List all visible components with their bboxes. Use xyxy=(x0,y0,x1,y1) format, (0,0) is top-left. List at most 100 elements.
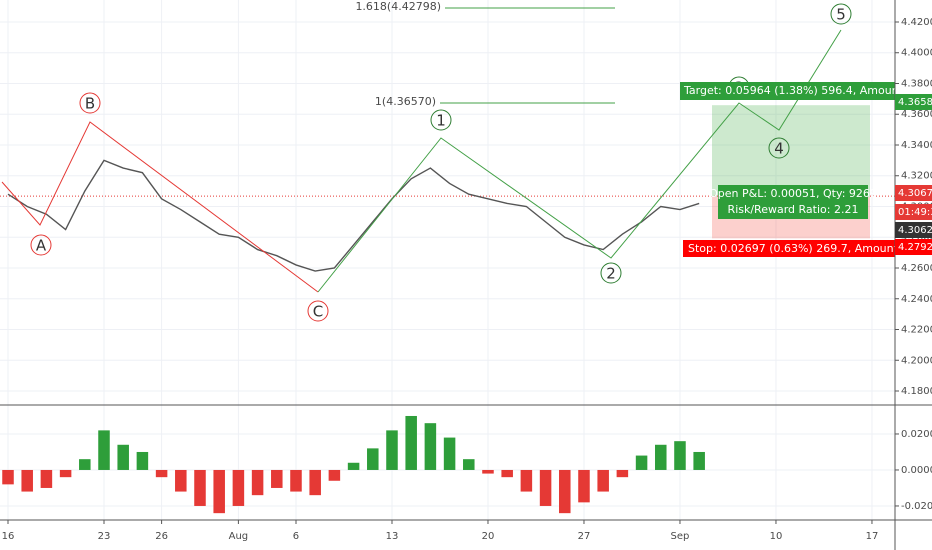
oscillator-bar xyxy=(136,451,149,470)
wave-circle xyxy=(79,92,101,114)
x-tick-label: Sep xyxy=(671,531,690,542)
wave-circle xyxy=(768,137,790,159)
fib-label: 1.618(4.42798) xyxy=(355,0,441,13)
oscillator-bar xyxy=(367,448,379,470)
oscillator-bar xyxy=(194,469,206,506)
oscillator-bar xyxy=(213,469,225,514)
countdown-box xyxy=(895,204,932,220)
x-tick-label: 20 xyxy=(482,531,495,542)
wave-label: 2 xyxy=(606,265,616,283)
oscillator-bar xyxy=(443,437,456,470)
pnl-box xyxy=(718,185,868,219)
x-tick-label: 16 xyxy=(2,531,15,542)
oscillator-bar xyxy=(597,469,609,492)
x-tick-label: 10 xyxy=(770,531,783,542)
price-label: 4.36589 xyxy=(898,97,932,108)
countdown: 01:49:39 xyxy=(898,207,932,218)
y-tick-label: 4.20000 xyxy=(901,355,932,366)
stop-box xyxy=(683,240,895,257)
wave-label: B xyxy=(85,95,95,113)
x-tick-label: 26 xyxy=(155,531,168,542)
price-label: 4.27928 xyxy=(898,242,932,253)
pnl-text: Open P&L: 0.00051, Qty: 9269 xyxy=(709,187,877,200)
wave-circle xyxy=(600,262,622,284)
oscillator-bar xyxy=(674,441,686,470)
target-zone xyxy=(712,105,870,197)
oscillator-bar xyxy=(40,469,53,488)
y-tick-label: 4.32000 xyxy=(901,171,932,182)
price-label-box xyxy=(895,185,932,201)
wave-label: C xyxy=(313,303,323,321)
oscillator-bar xyxy=(59,469,72,478)
x-tick-label: 17 xyxy=(866,531,879,542)
oscillator-bar xyxy=(386,430,398,470)
wave-label: 5 xyxy=(836,6,846,24)
y-tick-label: 4.18000 xyxy=(901,386,932,397)
y-tick-label: 4.26000 xyxy=(901,263,932,274)
x-tick-label: 13 xyxy=(386,531,399,542)
stop-text: Stop: 0.02697 (0.63%) 269.7, Amount: 750… xyxy=(688,242,932,255)
wave-label: 1 xyxy=(436,112,446,130)
oscillator-bar xyxy=(290,469,302,492)
x-tick-label: 23 xyxy=(98,531,111,542)
oscillator-bar xyxy=(655,444,667,470)
x-tick-label: Aug xyxy=(229,531,249,542)
price-label-box xyxy=(895,239,932,255)
oscillator-bar xyxy=(347,462,360,470)
oscillator-bar xyxy=(559,469,571,514)
target-box xyxy=(680,82,895,100)
oscillator-bar xyxy=(463,459,475,470)
wave-circle xyxy=(307,300,329,322)
oscillator-bar xyxy=(155,469,168,478)
oscillator-bar xyxy=(117,444,129,470)
fib-label: 1(4.36570) xyxy=(375,95,436,108)
oscillator-bar xyxy=(2,469,14,485)
oscillator-bar xyxy=(578,469,590,503)
oscillator-bar xyxy=(424,423,437,470)
oscillator-bar xyxy=(616,469,629,478)
wave-label: A xyxy=(36,237,47,255)
wave-label: 4 xyxy=(774,140,784,158)
price-label-box xyxy=(895,94,932,110)
oscillator-bar xyxy=(309,469,321,496)
price-label: 4.30676 xyxy=(898,188,932,199)
oscillator-bar xyxy=(251,469,264,496)
wave-circle xyxy=(830,3,852,25)
impulse-wave xyxy=(317,29,842,293)
oscillator-bar xyxy=(482,469,494,474)
price-label: 4.30625 xyxy=(898,225,932,236)
target-text: Target: 0.05964 (1.38%) 596.4, Amount: 1… xyxy=(683,84,931,97)
y-tick-label: 4.38000 xyxy=(901,78,932,89)
y-tick-label: 4.34000 xyxy=(901,140,932,151)
oscillator-bar xyxy=(520,469,533,492)
wave-circle xyxy=(30,234,52,256)
oscillator-bar xyxy=(232,469,245,506)
x-tick-label: 27 xyxy=(578,531,591,542)
oscillator-bar xyxy=(405,415,417,470)
oscillator-bar xyxy=(175,469,187,492)
pnl-text: Risk/Reward Ratio: 2.21 xyxy=(728,203,859,216)
oscillator-bar xyxy=(328,469,341,481)
y-tick-label: 4.22000 xyxy=(901,325,932,336)
oscillator-bar xyxy=(539,469,552,506)
oscillator-bar xyxy=(98,430,110,470)
price-label-box xyxy=(895,222,932,238)
oscillator-bar xyxy=(79,459,91,470)
y-tick-label: 4.40000 xyxy=(901,48,932,59)
oscillator-bar xyxy=(501,469,513,478)
y-tick-label: 4.36000 xyxy=(901,109,932,120)
y-tick-label: 4.24000 xyxy=(901,294,932,305)
wave-circle xyxy=(430,109,452,131)
price-line xyxy=(7,159,700,272)
oscillator-bar xyxy=(693,451,705,470)
oscillator-bar xyxy=(635,455,648,470)
oscillator-bar xyxy=(21,469,33,492)
x-tick-label: 6 xyxy=(293,531,299,542)
abc-wave xyxy=(1,121,319,293)
oscillator-bar xyxy=(271,469,283,488)
y-tick-label: 4.42000 xyxy=(901,17,932,28)
